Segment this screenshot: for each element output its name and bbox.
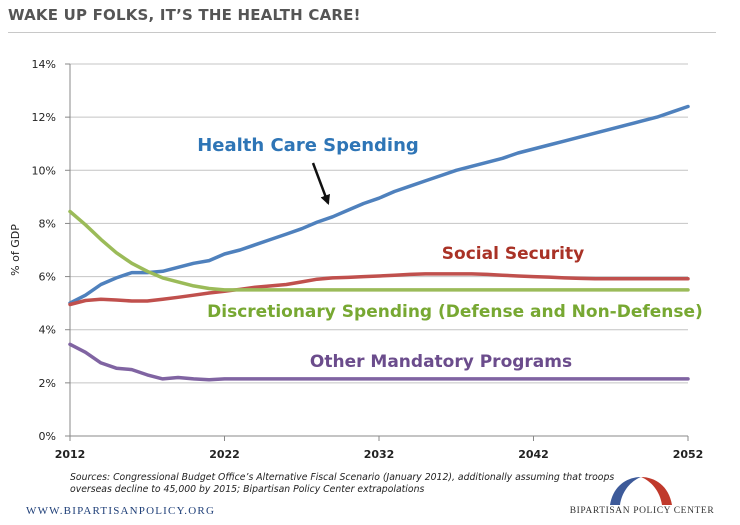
x-tick-label: 2032 [364,448,395,461]
y-tick-label: 0% [39,430,56,443]
gridlines [70,63,688,384]
logo-text: BIPARTISAN POLICY CENTER [569,506,715,516]
series-line-social-security [68,272,690,307]
series-lines [68,104,690,382]
arch-logo-icon [610,477,672,505]
footer-url-link[interactable]: WWW.BIPARTISANPOLICY.ORG [26,505,216,517]
y-tick-label: 4% [39,324,56,337]
bipartisan-policy-center-logo: BIPARTISAN POLICY CENTER [562,474,722,522]
series-label: Other Mandatory Programs [310,352,572,372]
annotation-arrow [311,162,330,206]
y-tick-label: 2% [39,377,56,390]
series-line-discretionary-spending-defense-and-non-defense [68,209,690,292]
header-divider [8,32,716,33]
x-tick-label: 2012 [55,448,86,461]
axes: 0% 2% 4% 6% 8% 10% 12% 14% 2012 2022 2032 2042 2052 [32,58,704,461]
series-label: Social Security [442,244,584,264]
y-tick-label: 6% [39,271,56,284]
y-tick-label: 12% [32,111,56,124]
y-tick-label: 14% [32,58,56,71]
health-spending-line-chart: 0%2%4%6%8%10%12%14%2012 2022 2032 2042 2052 … [9,58,704,461]
series-line-health-care-spending [68,104,690,305]
y-tick-label: 10% [32,164,56,177]
x-tick-label: 2042 [518,448,549,461]
y-axis-label: % of GDP [9,224,22,276]
x-tick-label: 2052 [673,448,704,461]
page-title: WAKE UP FOLKS, IT’S THE HEALTH CARE! [8,6,361,24]
y-tick-label: 8% [39,217,56,230]
x-tick-label: 2022 [209,448,240,461]
series-label: Health Care Spending [197,135,419,156]
series-label: Discretionary Spending (Defense and Non-… [207,302,703,322]
source-note: Sources: Congressional Budget Office’s A… [70,472,615,495]
series-labels: Health Care Spending Social Security Discr… [197,135,703,372]
series-line-other-mandatory-programs [68,342,690,382]
